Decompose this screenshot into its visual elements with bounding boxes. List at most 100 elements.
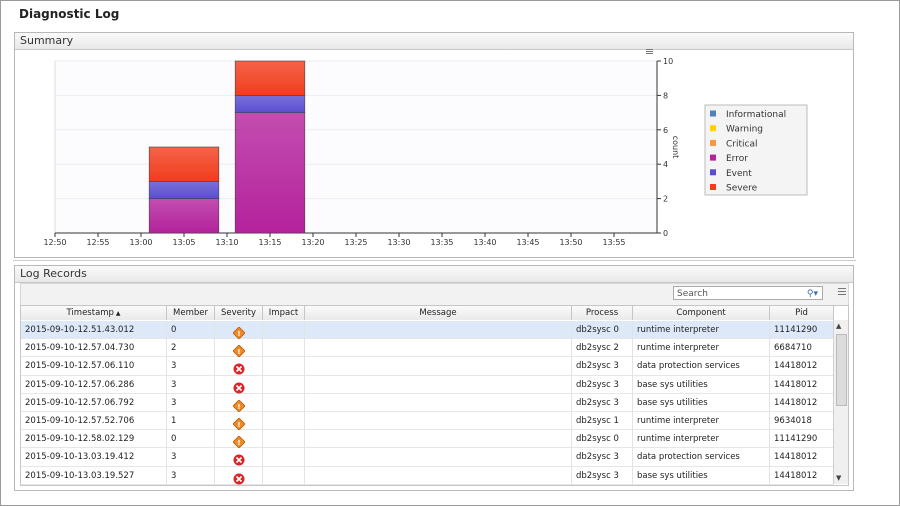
table-cell: 2015-09-10-12.57.06.792 xyxy=(25,397,135,408)
x-tick-label: 13:50 xyxy=(559,238,582,247)
separator xyxy=(13,260,856,261)
table-cell: 14418012 xyxy=(774,397,818,408)
table-cell: 2 xyxy=(171,343,177,354)
chart: 0 2 4 6 8 10 count 12:50 12:55 13:00 13:05 13:10 13:… xyxy=(43,49,808,247)
panel-title: Summary xyxy=(15,33,853,50)
table-row[interactable] xyxy=(21,393,834,412)
table-cell: 3 xyxy=(171,379,177,390)
y-tick-label: 0 xyxy=(663,229,668,238)
severity-icon: ! xyxy=(232,397,246,413)
table-row[interactable] xyxy=(21,466,834,485)
search-icon[interactable]: ⚲▾ xyxy=(806,289,818,299)
x-tick-label: 12:55 xyxy=(86,238,109,247)
column-header[interactable]: Severity xyxy=(215,306,263,320)
table-cell: runtime interpreter xyxy=(637,343,719,354)
severity-icon: ! xyxy=(232,324,246,340)
table-cell: 0 xyxy=(171,434,177,445)
table-row[interactable] xyxy=(21,430,834,449)
bar-segment xyxy=(148,146,220,182)
table-cell: 3 xyxy=(171,361,177,372)
severity-icon: ! xyxy=(232,342,246,358)
table-cell: 3 xyxy=(171,452,177,463)
table-cell: 9634018 xyxy=(774,416,812,426)
bar-segment xyxy=(234,112,306,234)
table-cell: db2sysc 0 xyxy=(576,434,619,445)
severity-icon xyxy=(233,379,245,394)
column-header[interactable]: Impact xyxy=(263,306,305,320)
severity-icon: ! xyxy=(232,433,246,449)
table-cell: 14418012 xyxy=(774,361,818,372)
legend-swatch xyxy=(710,110,716,117)
search-placeholder: Search xyxy=(677,289,708,299)
x-tick-label: 13:10 xyxy=(215,238,238,247)
legend-swatch xyxy=(710,139,716,146)
legend-swatch xyxy=(710,169,716,176)
column-divider xyxy=(262,321,263,485)
table-cell: 2015-09-10-12.58.02.129 xyxy=(25,434,135,445)
x-tick-label: 13:15 xyxy=(258,238,281,247)
column-divider xyxy=(304,321,305,485)
bar-segment xyxy=(148,181,220,199)
table-cell: 2015-09-10-13.03.19.412 xyxy=(25,452,135,463)
svg-text:!: ! xyxy=(237,348,240,356)
table-cell: 2015-09-10-12.51.43.012 xyxy=(25,325,135,335)
legend-label: Severe xyxy=(726,184,758,194)
table-cell: 2015-09-10-13.03.19.527 xyxy=(25,470,135,481)
page-title: Diagnostic Log xyxy=(19,7,120,21)
bar-segment xyxy=(234,95,306,113)
table-cell: base sys utilities xyxy=(637,470,708,481)
column-header[interactable]: Pid xyxy=(770,306,834,320)
severity-icon xyxy=(233,470,245,485)
table-cell: db2sysc 3 xyxy=(576,361,619,372)
table-row[interactable] xyxy=(21,357,834,376)
table-cell: 1 xyxy=(171,416,177,426)
column-divider xyxy=(571,321,572,485)
scrollbar[interactable]: ▲ ▼ xyxy=(833,320,848,484)
table-cell: 2015-09-10-12.57.06.110 xyxy=(25,361,135,372)
log-table: Timestamp ▲ Member Severity Impact Message Pr… xyxy=(20,305,849,486)
legend-swatch xyxy=(710,125,716,132)
x-tick-label: 13:25 xyxy=(344,238,367,247)
table-row[interactable] xyxy=(21,321,834,340)
column-header[interactable]: Timestamp ▲ xyxy=(21,306,167,320)
legend-label: Critical xyxy=(726,139,757,149)
severity-icon xyxy=(233,451,245,466)
x-tick-label: 13:45 xyxy=(516,238,539,247)
table-row[interactable] xyxy=(21,448,834,467)
table-cell: 0 xyxy=(171,325,177,335)
svg-text:!: ! xyxy=(237,403,240,411)
table-menu-icon[interactable] xyxy=(838,288,846,296)
x-tick-label: 13:05 xyxy=(172,238,195,247)
x-tick-label: 13:00 xyxy=(129,238,152,247)
y-axis-label: count xyxy=(671,136,680,159)
bar-segment xyxy=(234,60,306,96)
table-cell: db2sysc 0 xyxy=(576,325,619,335)
scroll-thumb[interactable] xyxy=(836,334,847,406)
table-cell: db2sysc 3 xyxy=(576,452,619,463)
table-cell: 3 xyxy=(171,397,177,408)
column-header[interactable]: Message xyxy=(305,306,572,320)
x-tick-label: 13:20 xyxy=(301,238,324,247)
table-cell: 11141290 xyxy=(774,325,818,335)
table-row[interactable] xyxy=(21,375,834,394)
column-header[interactable]: Component xyxy=(633,306,770,320)
y-tick-label: 6 xyxy=(663,126,668,135)
table-cell: 14418012 xyxy=(774,379,818,390)
table-cell: 14418012 xyxy=(774,452,818,463)
y-tick-label: 4 xyxy=(663,160,668,169)
column-header[interactable]: Member xyxy=(167,306,215,320)
table-cell: runtime interpreter xyxy=(637,416,719,426)
search-box[interactable]: Search ⚲▾ xyxy=(673,286,823,300)
panel-title: Log Records xyxy=(15,266,853,283)
severity-icon: ! xyxy=(232,415,246,431)
table-cell: db2sysc 3 xyxy=(576,397,619,408)
table-cell: data protection services xyxy=(637,361,740,372)
chart-menu-icon[interactable] xyxy=(646,49,653,54)
x-tick-label: 13:35 xyxy=(430,238,453,247)
table-row[interactable] xyxy=(21,339,834,358)
table-cell: 2015-09-10-12.57.06.286 xyxy=(25,379,135,390)
legend-swatch xyxy=(710,184,716,190)
column-header[interactable]: Process xyxy=(572,306,633,320)
table-row[interactable] xyxy=(21,412,834,431)
column-divider xyxy=(632,321,633,485)
